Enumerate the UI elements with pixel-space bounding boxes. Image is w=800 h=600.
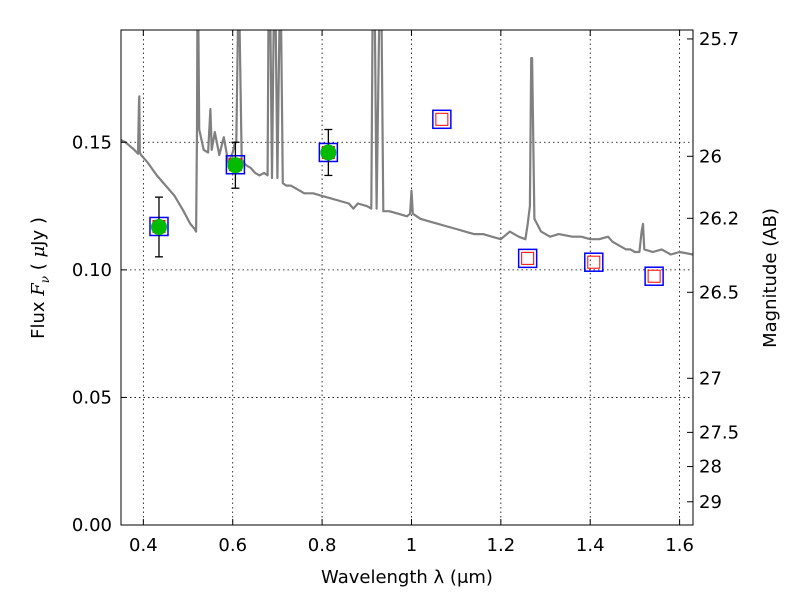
model-photometry-inner-6 [647, 269, 661, 283]
x-tick-label-1: 0.6 [218, 535, 247, 556]
y2-tick-label-3: 26.5 [699, 282, 739, 303]
y2-tick-label-0: 25.7 [699, 29, 739, 50]
model-photometry-inner-5 [587, 255, 601, 269]
y-tick-label-1: 0.05 [72, 387, 112, 408]
y2-tick-label-6: 28 [699, 457, 722, 478]
y2-tick-label-2: 26.2 [699, 208, 739, 229]
x-tick-label-3: 1 [406, 535, 417, 556]
x-tick-label-5: 1.4 [576, 535, 605, 556]
x-tick-label-0: 0.4 [129, 535, 158, 556]
y-label-mu: μ [28, 246, 49, 258]
spectrum-line [121, 30, 693, 256]
model-photometry-inner-3 [435, 112, 449, 126]
y-tick-label-0: 0.00 [72, 515, 112, 536]
observed-point-0 [150, 218, 167, 235]
x-tick-label-2: 0.8 [308, 535, 337, 556]
x-tick-label-6: 1.6 [665, 535, 694, 556]
y2-tick-label-1: 26 [699, 146, 722, 167]
y2-axis-label: Magnitude (AB) [760, 208, 781, 348]
y-label-fnu: F [28, 282, 49, 297]
y-label-unit-open: ( [28, 258, 49, 276]
series-layer [121, 30, 693, 286]
plot-area [121, 30, 693, 525]
y-label-prefix: Flux [28, 296, 49, 339]
model-photometry-outer-6 [644, 266, 664, 286]
model-photometry-outer-4 [517, 248, 538, 269]
x-axis-label: Wavelength λ (μm) [321, 567, 493, 588]
model-photometry-outer-5 [584, 252, 604, 272]
y-tick-label-3: 0.15 [72, 132, 112, 153]
y-label-unit-close: Jy ) [28, 217, 49, 247]
y-axis-label: Flux Fν ( μJy ) [28, 217, 52, 339]
x-tick-label-4: 1.2 [487, 535, 516, 556]
y2-tick-label-5: 27.5 [699, 422, 739, 443]
y2-tick-label-4: 27 [699, 368, 722, 389]
y-tick-label-2: 0.10 [72, 260, 112, 281]
y-label-fnu-sub: ν [38, 276, 52, 283]
model-photometry-inner-4 [521, 251, 535, 265]
y2-tick-label-7: 29 [699, 492, 722, 513]
plot-frame [120, 29, 694, 526]
model-photometry-outer-3 [432, 109, 452, 130]
observed-point-1 [227, 157, 244, 174]
observed-point-2 [320, 144, 337, 161]
axes: 0.4 0.6 0.8 1 1.2 1.4 1.6 0.00 0.05 0.10 0.15 25.7 2… [72, 29, 739, 556]
